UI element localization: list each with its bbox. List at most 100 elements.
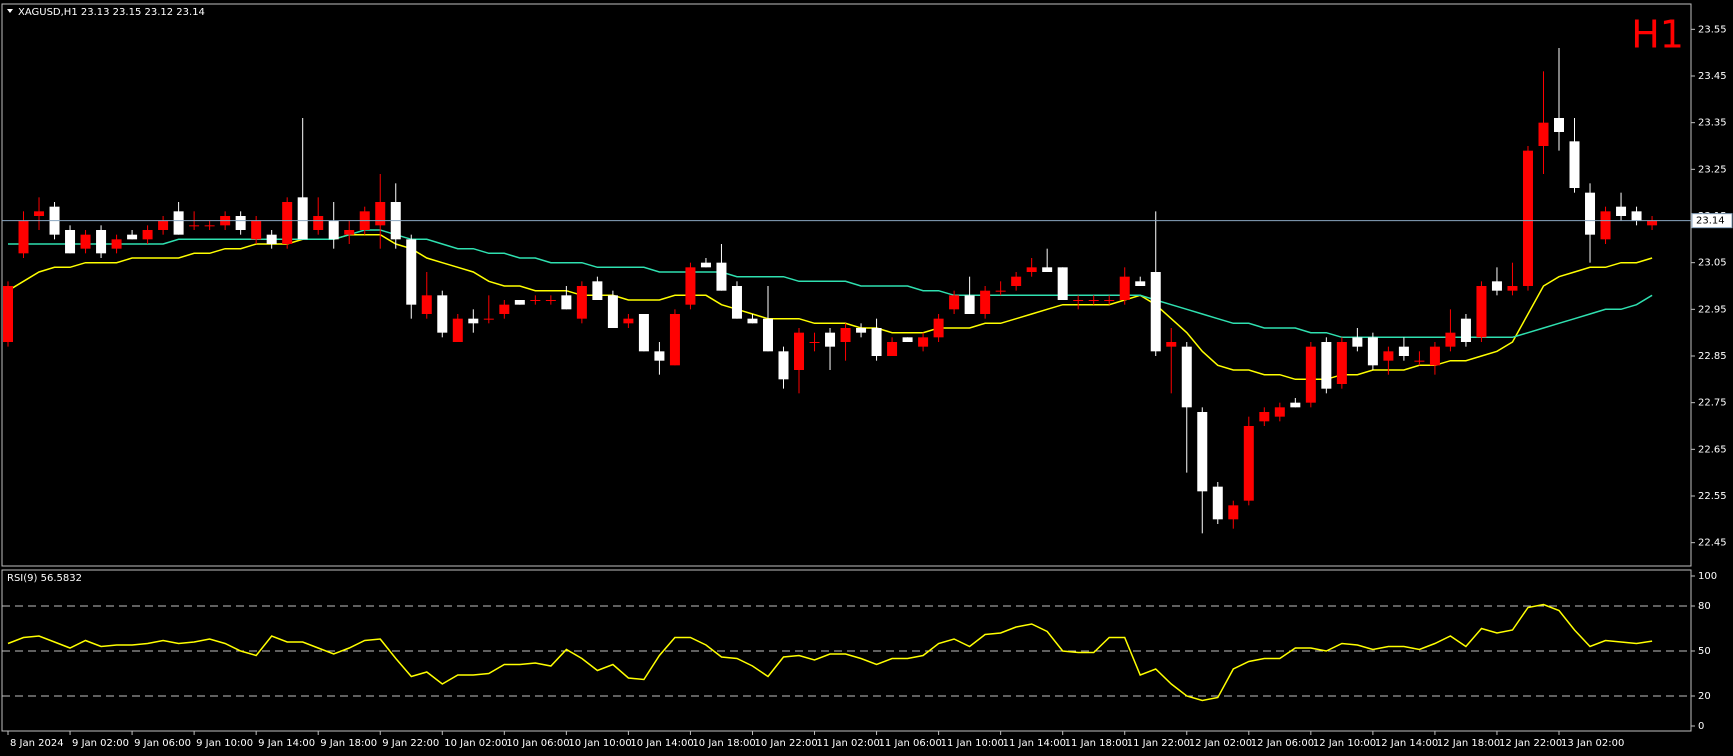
candle-body (1212, 486, 1223, 520)
candle-body (1429, 346, 1440, 366)
candle-body (1026, 267, 1037, 272)
candle-body (1507, 286, 1518, 291)
candle-body (747, 318, 758, 324)
x-tick-label: 12 Jan 02:00 (1189, 738, 1252, 749)
x-tick-label: 11 Jan 06:00 (879, 738, 942, 749)
candle-body (344, 230, 355, 235)
candle-body (173, 211, 184, 235)
y-tick-label: 22.75 (1698, 398, 1727, 409)
candle-body (1243, 426, 1254, 501)
candle-body (1181, 346, 1192, 408)
candle-body (1011, 276, 1022, 286)
candle-body (980, 290, 991, 314)
candle-body (1290, 402, 1301, 408)
candle-body (251, 220, 262, 240)
y-tick-label: 23.45 (1698, 71, 1727, 82)
candle-body (1538, 122, 1549, 146)
candle-body (762, 318, 773, 352)
candle-body (778, 351, 789, 380)
candle-body (964, 295, 975, 314)
candle-body (328, 220, 339, 240)
y-tick-label: 22.55 (1698, 491, 1727, 502)
x-tick-label: 8 Jan 2024 (10, 738, 64, 749)
candle-body (65, 230, 76, 254)
candle-body (654, 351, 665, 361)
candle-body (530, 300, 541, 301)
candle-body (483, 318, 494, 320)
candle-body (1228, 505, 1239, 520)
y-tick-label: 23.35 (1698, 118, 1727, 129)
candle-body (949, 295, 960, 310)
candle-body (716, 262, 727, 291)
y-tick-label: 22.85 (1698, 351, 1727, 362)
candle-body (1383, 351, 1394, 361)
candle-body (34, 211, 45, 216)
candle-body (1445, 332, 1456, 347)
candle-body (1197, 412, 1208, 492)
x-tick-label: 12 Jan 18:00 (1437, 738, 1500, 749)
x-tick-label: 12 Jan 06:00 (1251, 738, 1314, 749)
candle-body (1150, 272, 1161, 352)
main-pane-frame (1, 3, 1692, 567)
candle-body (545, 300, 556, 301)
candle-body (1166, 342, 1177, 347)
candle-body (313, 216, 324, 230)
candle-body (142, 230, 153, 240)
y-tick-label: 50 (1698, 646, 1711, 657)
x-tick-label: 10 Jan 14:00 (630, 738, 693, 749)
y-tick-label: 100 (1698, 571, 1717, 582)
candle-body (1088, 300, 1099, 301)
candle-body (158, 220, 169, 230)
rsi-title: RSI(9) 56.5832 (7, 573, 82, 584)
x-tick-label: 10 Jan 02:00 (444, 738, 507, 749)
y-tick-label: 23.25 (1698, 164, 1727, 175)
candle-body (1352, 337, 1363, 347)
candle-body (685, 267, 696, 305)
candle-body (499, 304, 510, 314)
candle-body (1647, 220, 1658, 226)
candle-body (902, 337, 913, 342)
x-tick-label: 10 Jan 18:00 (692, 738, 755, 749)
candle-body (80, 234, 91, 249)
candle-body (1616, 206, 1627, 216)
x-tick-label: 12 Jan 14:00 (1375, 738, 1438, 749)
candle-body (127, 234, 138, 240)
candle-body (825, 332, 836, 347)
current-price-label: 23.14 (1696, 216, 1725, 227)
candle-body (1491, 281, 1502, 291)
candle-body (1554, 118, 1564, 132)
candle-body (1460, 318, 1471, 342)
candle-body (1631, 211, 1642, 221)
candle-body (638, 314, 649, 352)
candle-body (468, 318, 479, 324)
x-tick-label: 11 Jan 02:00 (817, 738, 880, 749)
menu-triangle[interactable] (7, 9, 13, 13)
candle-body (406, 239, 417, 305)
current-price-box (1691, 213, 1733, 229)
x-tick-label: 9 Jan 10:00 (196, 738, 253, 749)
candle-body (840, 328, 851, 342)
candle-body (1569, 141, 1580, 188)
candle-body (375, 202, 386, 226)
candle-body (1073, 300, 1084, 301)
x-tick-label: 9 Jan 22:00 (382, 738, 439, 749)
x-tick-label: 9 Jan 14:00 (258, 738, 315, 749)
candle-body (1104, 300, 1115, 301)
candle-body (297, 197, 308, 240)
candle-body (561, 295, 572, 310)
candle-body (1057, 267, 1068, 300)
y-tick-label: 22.45 (1698, 538, 1727, 549)
candle-body (1135, 281, 1146, 286)
candle-body (1398, 346, 1409, 356)
candle-body (669, 314, 680, 366)
candle-body (421, 295, 432, 314)
candle-body (887, 342, 898, 356)
y-tick-label: 22.65 (1698, 444, 1727, 455)
candle-body (18, 220, 29, 254)
main-title: XAGUSD,H1 23.13 23.15 23.12 23.14 (18, 7, 205, 18)
candle-body (1321, 342, 1332, 389)
candle-body (856, 328, 867, 333)
indicator-line (8, 229, 1653, 339)
candle-body (995, 290, 1006, 292)
y-tick-label: 23.55 (1698, 24, 1727, 35)
